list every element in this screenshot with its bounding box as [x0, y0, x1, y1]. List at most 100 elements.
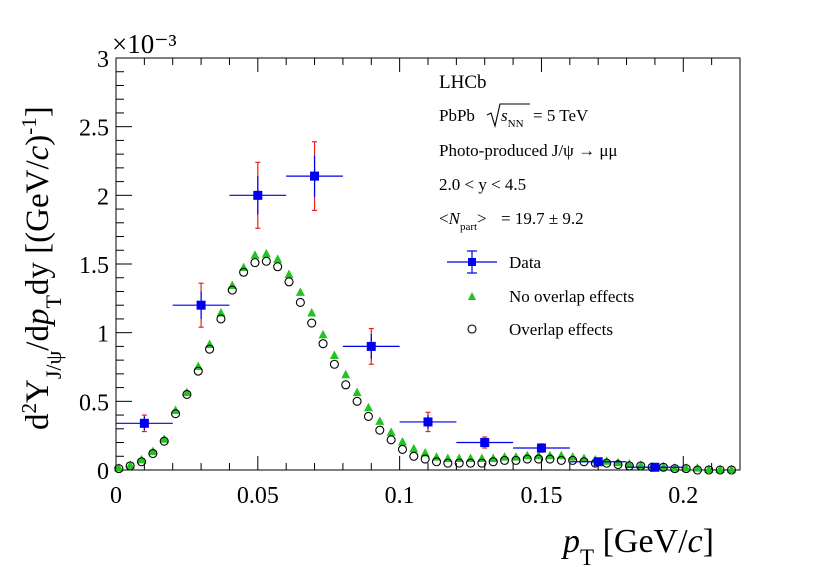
x-tick-label: 0: [110, 483, 122, 509]
overlap-point: [511, 455, 521, 465]
no-overlap-point: [114, 463, 124, 472]
y-tick-label: 3: [97, 47, 109, 73]
no-overlap-point: [726, 464, 736, 473]
overlap-point: [556, 455, 566, 465]
y-multiplier: ×10⁻³: [112, 29, 177, 59]
no-overlap-point: [715, 464, 725, 473]
x-axis-title: pT [GeV/c]: [561, 523, 714, 567]
data-point: [286, 141, 343, 212]
process-label: Photo-produced J/ψ → μμ: [439, 141, 618, 160]
npart-value: = 19.7 ± 9.2: [501, 209, 584, 228]
data-point: [172, 282, 230, 328]
overlap-point: [545, 454, 555, 464]
data-marker: [423, 417, 433, 427]
overlap-point: [182, 389, 192, 400]
overlap-point: [477, 458, 487, 468]
overlap-point: [307, 318, 317, 328]
overlap-point: [159, 436, 169, 446]
overlap-point: [239, 267, 249, 277]
y-tick-label: 1.5: [79, 253, 109, 279]
no-overlap-point: [148, 446, 158, 456]
overlap-point: [534, 454, 544, 464]
no-overlap-point: [341, 369, 351, 379]
overlap-point: [375, 425, 385, 435]
overlap-point: [273, 262, 283, 272]
overlap-point: [227, 285, 237, 295]
sqrt-snn: sNN: [486, 103, 530, 130]
no-overlap-point: [250, 250, 260, 259]
no-overlap-point: [602, 456, 612, 465]
no-overlap-point: [409, 443, 419, 453]
overlap-point: [715, 465, 725, 475]
data-points: [116, 141, 684, 472]
overlap-point: [125, 461, 135, 471]
overlap-point: [692, 465, 703, 475]
no-overlap-point: [261, 248, 271, 258]
data-marker: [253, 190, 263, 200]
legend-triangle-marker: [468, 292, 476, 300]
system-label: PbPb: [439, 106, 475, 125]
data-marker: [593, 457, 603, 467]
overlap-point: [670, 464, 680, 474]
axis-ticks: 0 0.05 0.1 0.15 0.2 0 0.5 1 1.5 2 2.5 3: [79, 47, 741, 509]
overlap-point: [136, 457, 147, 467]
no-overlap-point: [352, 387, 362, 397]
data-point: [116, 414, 173, 433]
no-overlap-point: [182, 387, 192, 397]
overlap-point: [352, 396, 362, 406]
data-point: [626, 462, 684, 472]
overlap-point: [409, 451, 419, 461]
y-tick-label: 2: [97, 184, 109, 210]
no-overlap-point: [137, 454, 147, 464]
no-overlap-point: [329, 350, 339, 360]
overlap-point: [363, 411, 373, 421]
data-point: [229, 161, 287, 229]
overlap-point: [454, 458, 464, 468]
data-point: [399, 411, 457, 433]
overlap-point: [681, 464, 691, 474]
overlap-point: [465, 458, 476, 468]
data-marker: [480, 438, 490, 448]
no-overlap-point: [386, 427, 396, 436]
y-tick-label: 1: [97, 322, 109, 348]
plot-frame: [115, 57, 741, 471]
data-marker: [196, 300, 206, 310]
experiment-label: LHCb: [439, 72, 487, 93]
legend: Data No overlap effects Overlap effects: [447, 250, 634, 339]
no-overlap-point: [284, 269, 294, 278]
legend-no-overlap-label: No overlap effects: [509, 287, 634, 306]
no-overlap-point: [216, 307, 226, 317]
overlap-point: [568, 455, 578, 465]
rapidity-label: 2.0 < y < 4.5: [439, 175, 526, 194]
y-tick-label: 0: [97, 459, 109, 485]
overlap-point: [295, 297, 305, 308]
data-marker: [366, 341, 376, 351]
no-overlap-point: [658, 461, 668, 471]
no-overlap-point: [397, 437, 407, 446]
x-tick-label: 0.1: [385, 483, 415, 509]
overlap-point: [386, 435, 396, 445]
no-overlap-point: [375, 416, 385, 425]
y-axis-title: d2YJ/ψ/dpTdy [(GeV/c)-1]: [17, 106, 66, 430]
legend-data-marker: [447, 250, 497, 274]
overlap-point: [624, 461, 634, 471]
overlap-point: [114, 464, 124, 474]
overlap-point: [318, 339, 328, 349]
info-block: LHCb PbPb sNN = 5 TeV Photo-produced J/ψ…: [439, 72, 618, 233]
data-point: [342, 327, 400, 365]
no-overlap-point: [692, 463, 702, 472]
overlap-point: [420, 454, 430, 464]
legend-overlap-label: Overlap effects: [509, 320, 613, 339]
overlap-point: [341, 380, 351, 390]
overlap-point: [205, 344, 215, 354]
overlap-point: [704, 465, 714, 475]
data-marker: [650, 462, 660, 472]
overlap-point: [397, 444, 408, 454]
overlap-point: [500, 455, 510, 465]
data-point: [513, 443, 570, 453]
no-overlap-point: [363, 402, 373, 412]
overlap-point: [171, 409, 181, 419]
snn-symbol: sNN: [501, 106, 524, 130]
legend-circle-marker: [467, 324, 477, 334]
